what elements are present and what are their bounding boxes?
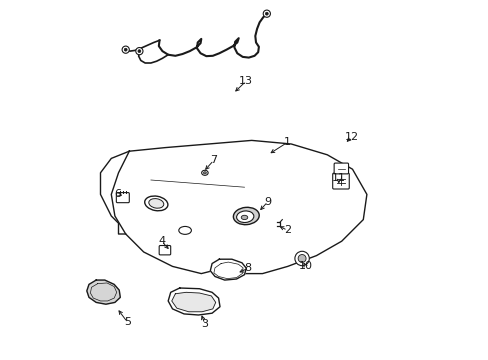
Text: 12: 12 — [344, 132, 358, 142]
Circle shape — [294, 251, 309, 266]
Text: 10: 10 — [298, 261, 312, 271]
Ellipse shape — [201, 170, 208, 175]
FancyBboxPatch shape — [159, 246, 170, 255]
Text: 11: 11 — [331, 173, 345, 183]
Circle shape — [298, 255, 305, 262]
Ellipse shape — [179, 226, 191, 234]
Circle shape — [263, 10, 270, 17]
Text: 13: 13 — [239, 76, 253, 86]
FancyBboxPatch shape — [116, 193, 129, 203]
Circle shape — [138, 50, 141, 53]
Polygon shape — [171, 292, 215, 312]
Text: 6: 6 — [114, 189, 121, 199]
Text: 1: 1 — [284, 137, 291, 147]
Polygon shape — [168, 288, 220, 315]
Polygon shape — [210, 259, 246, 280]
Circle shape — [124, 48, 127, 51]
FancyBboxPatch shape — [333, 163, 348, 174]
Ellipse shape — [233, 207, 259, 225]
Text: 2: 2 — [284, 225, 291, 235]
Circle shape — [122, 46, 129, 53]
Text: 7: 7 — [210, 155, 217, 165]
Circle shape — [265, 12, 268, 15]
FancyBboxPatch shape — [332, 173, 348, 189]
Text: 3: 3 — [201, 319, 208, 329]
Polygon shape — [111, 140, 366, 274]
Ellipse shape — [236, 211, 253, 222]
Text: 8: 8 — [244, 263, 251, 273]
Ellipse shape — [148, 199, 163, 208]
Ellipse shape — [144, 196, 167, 211]
Text: 4: 4 — [158, 236, 165, 246]
Text: 5: 5 — [124, 317, 131, 327]
Text: 9: 9 — [264, 197, 271, 207]
Polygon shape — [87, 280, 120, 304]
Circle shape — [136, 48, 142, 55]
Ellipse shape — [241, 215, 247, 220]
Ellipse shape — [203, 172, 206, 174]
